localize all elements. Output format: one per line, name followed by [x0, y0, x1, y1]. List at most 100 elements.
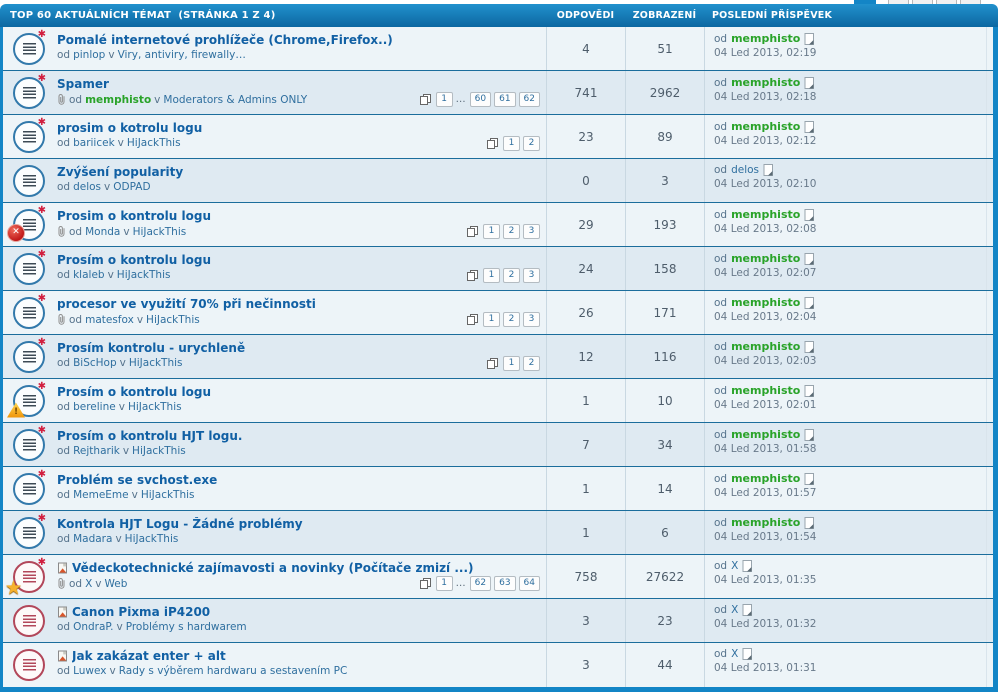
topic-author-link[interactable]: X [85, 577, 93, 590]
pagination-page-button[interactable]: 64 [518, 576, 540, 591]
topic-author-link[interactable]: pinlop [73, 49, 106, 61]
pagination-page-button[interactable]: 2 [503, 312, 520, 327]
pagination-page-button[interactable]: 1 [503, 356, 520, 371]
topic-author-link[interactable]: memphisto [85, 93, 152, 106]
pagination-page-button[interactable]: 62 [469, 576, 492, 591]
last-post-cell: od X 04 Led 2013, 01:35 [704, 555, 993, 598]
last-post-author-link[interactable]: memphisto [731, 428, 801, 441]
topic-forum-link[interactable]: HiJackThis [126, 137, 181, 149]
last-post-author-link[interactable]: memphisto [731, 296, 801, 309]
topic-title-link[interactable]: Kontrola HJT Logu - Žádné problémy [57, 516, 303, 531]
last-post-author-link[interactable]: X [731, 604, 739, 616]
pagination-page-button[interactable]: 63 [494, 576, 516, 591]
goto-last-post-icon[interactable] [742, 604, 753, 616]
topic-title-link[interactable]: procesor ve využití 70% při nečinnosti [57, 296, 316, 311]
topic-author-link[interactable]: MemeEme [73, 489, 129, 501]
goto-last-post-icon[interactable] [804, 120, 815, 133]
last-post-author-link[interactable]: delos [731, 164, 760, 176]
goto-last-post-icon[interactable] [804, 32, 815, 45]
topic-title-link[interactable]: Prosim o kontrolu logu [57, 208, 211, 223]
last-post-author-link[interactable]: memphisto [731, 516, 801, 529]
goto-last-post-icon[interactable] [804, 384, 815, 397]
topic-author-link[interactable]: BiScHop [73, 357, 117, 369]
pagination-page-button[interactable]: 1 [483, 268, 500, 283]
last-post-date: 04 Led 2013, 02:18 [714, 91, 817, 103]
topic-author-link[interactable]: bereline [73, 401, 116, 413]
topic-title-link[interactable]: Zvýšení popularity [57, 164, 184, 179]
topic-forum-link[interactable]: HiJackThis [124, 533, 179, 545]
last-post-cell: od memphisto 04 Led 2013, 02:12 [704, 115, 993, 158]
topic-title-link[interactable]: Prosím o kontrolu logu [57, 384, 211, 399]
pagination-page-button[interactable]: 1 [503, 136, 520, 151]
topic-author-link[interactable]: Monda [85, 225, 121, 238]
last-post-author-link[interactable]: memphisto [731, 120, 801, 133]
topic-title-link[interactable]: Canon Pixma iP4200 [72, 604, 211, 619]
topic-author-link[interactable]: delos [73, 181, 102, 193]
goto-last-post-icon[interactable] [742, 560, 753, 572]
goto-last-post-icon[interactable] [742, 648, 753, 660]
topic-forum-link[interactable]: HiJackThis [116, 269, 171, 281]
topic-forum-link[interactable]: Web [104, 577, 128, 590]
topic-author-link[interactable]: bariicek [73, 137, 115, 149]
attachment-paperclip-icon [57, 313, 66, 326]
topic-forum-link[interactable]: HiJackThis [132, 225, 187, 238]
topic-forum-link[interactable]: Viry, antiviry, firewally… [117, 49, 246, 61]
topic-title-link[interactable]: Spamer [57, 76, 109, 91]
goto-last-post-icon[interactable] [804, 252, 815, 265]
topic-author-link[interactable]: Luwex [73, 665, 107, 677]
last-post-author-link[interactable]: memphisto [731, 472, 801, 485]
topic-author-link[interactable]: Rejtharik [73, 445, 120, 457]
topic-author-link[interactable]: OndraP. [73, 621, 114, 633]
pagination-page-button[interactable]: 3 [523, 224, 540, 239]
topic-forum-link[interactable]: HiJackThis [127, 401, 182, 413]
pagination-page-button[interactable]: 1 [483, 224, 500, 239]
pagination-page-button[interactable]: 2 [523, 136, 540, 151]
topic-title-link[interactable]: Pomalé internetové prohlížeče (Chrome,Fi… [57, 32, 393, 47]
topic-forum-link[interactable]: ODPAD [113, 181, 151, 193]
topic-title-link[interactable]: Prosím o kontrolu HJT logu. [57, 428, 243, 443]
goto-last-post-icon[interactable] [804, 208, 815, 221]
topic-title-link[interactable]: prosim o kotrolu logu [57, 120, 203, 135]
topic-forum-link[interactable]: Rady s výběrem hardwaru a sestavením PC [118, 665, 348, 677]
pagination-page-button[interactable]: 1 [483, 312, 500, 327]
last-post-author-link[interactable]: memphisto [731, 340, 801, 353]
topic-forum-link[interactable]: Moderators & Admins ONLY [163, 93, 308, 106]
last-post-author-link[interactable]: memphisto [731, 208, 801, 221]
pagination-page-button[interactable]: 3 [523, 312, 540, 327]
topic-forum-link[interactable]: HiJackThis [140, 489, 195, 501]
topic-author-link[interactable]: Madara [73, 533, 113, 545]
pagination-page-button[interactable]: 2 [523, 356, 540, 371]
topic-author-link[interactable]: klaleb [73, 269, 105, 281]
topic-forum-link[interactable]: HiJackThis [132, 445, 186, 457]
topic-author-link[interactable]: matesfox [85, 313, 134, 326]
goto-last-post-icon[interactable] [804, 516, 815, 529]
last-post-author-link[interactable]: X [731, 560, 739, 572]
last-post-author-link[interactable]: memphisto [731, 384, 801, 397]
topic-title-link[interactable]: Jak zakázat enter + alt [72, 648, 226, 663]
topic-title-link[interactable]: Prosím o kontrolu logu [57, 252, 211, 267]
pagination-page-button[interactable]: 1 [435, 92, 453, 107]
pagination-page-button[interactable]: 61 [494, 92, 516, 107]
goto-last-post-icon[interactable] [804, 472, 815, 485]
goto-last-post-icon[interactable] [804, 296, 815, 309]
last-post-author-link[interactable]: memphisto [731, 252, 801, 265]
topic-title-link[interactable]: Vědeckotechnické zajímavosti a novinky (… [72, 560, 474, 575]
last-post-author-link[interactable]: memphisto [731, 32, 801, 45]
pagination-page-button[interactable]: 60 [469, 92, 492, 107]
topic-title-link[interactable]: Prosím kontrolu - urychleně [57, 340, 246, 355]
pagination-page-button[interactable]: 62 [518, 92, 540, 107]
pagination-page-button[interactable]: 3 [523, 268, 540, 283]
pagination-page-button[interactable]: 2 [503, 268, 520, 283]
topic-forum-link[interactable]: Problémy s hardwarem [125, 621, 247, 633]
topic-title-link[interactable]: Problém se svchost.exe [57, 472, 218, 487]
topic-forum-link[interactable]: HiJackThis [128, 357, 183, 369]
last-post-author-link[interactable]: memphisto [731, 76, 801, 89]
pagination-page-button[interactable]: 2 [503, 224, 520, 239]
pagination-page-button[interactable]: 1 [435, 576, 453, 591]
topic-forum-link[interactable]: HiJackThis [146, 313, 200, 326]
last-post-author-link[interactable]: X [731, 648, 739, 660]
goto-last-post-icon[interactable] [763, 164, 774, 176]
goto-last-post-icon[interactable] [804, 76, 815, 89]
goto-last-post-icon[interactable] [804, 340, 815, 353]
goto-last-post-icon[interactable] [804, 428, 815, 441]
